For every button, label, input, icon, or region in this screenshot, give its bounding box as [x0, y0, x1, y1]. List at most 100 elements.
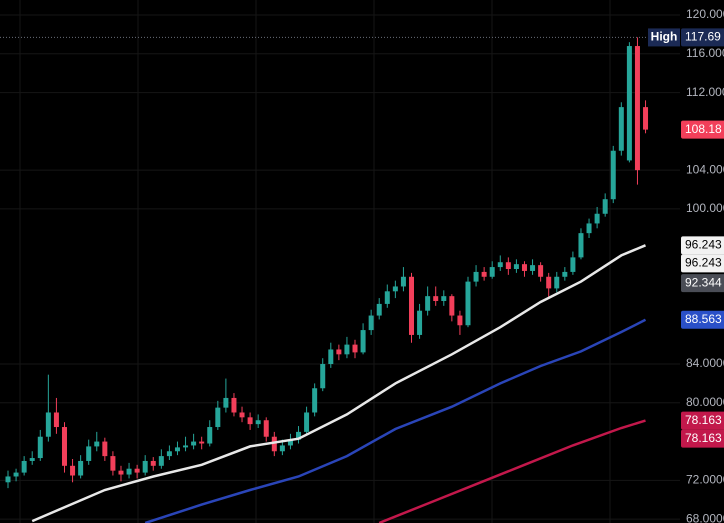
candle-body [643, 107, 649, 130]
candle-body [78, 460, 84, 476]
candle-body [562, 271, 568, 277]
candle-body [215, 407, 221, 428]
candle-body [376, 303, 382, 316]
candle-body [110, 456, 116, 471]
candle-body [29, 458, 35, 461]
candle-body [433, 296, 439, 302]
candle-body [271, 436, 277, 452]
candle-body [86, 446, 92, 461]
candle-body [602, 199, 608, 214]
candle-body [312, 388, 318, 413]
candle-body [497, 262, 503, 268]
candle-body [13, 472, 19, 477]
candle-body [61, 427, 67, 466]
candle-body [521, 264, 527, 271]
price-tag-label: 96.243 [685, 256, 722, 270]
y-tick-label: 72.0000 [686, 473, 724, 487]
y-tick-label: 80.0000 [686, 395, 724, 409]
price-tag-label: 108.18 [685, 122, 722, 136]
candle-body [425, 296, 431, 311]
candle-body [546, 276, 552, 289]
candle-body [134, 468, 140, 473]
price-tag [681, 274, 724, 293]
price-tag-label: 78.163 [685, 431, 722, 445]
candle-body [118, 470, 124, 475]
y-tick-label: 116.000 [686, 46, 724, 60]
price-tag [681, 411, 724, 430]
candle-body [304, 412, 310, 432]
candle-body [384, 291, 390, 304]
candle-body [336, 349, 342, 355]
candle-body [578, 233, 584, 258]
high-label: High [651, 30, 678, 44]
price-tag-label: 117.69 [685, 30, 721, 44]
candle-body [207, 427, 213, 444]
price-tag [681, 310, 724, 329]
candle-body [368, 315, 374, 331]
candle-body [610, 150, 616, 200]
price-tag-label: 92.344 [685, 275, 722, 289]
high-label-box [648, 28, 680, 47]
price-tag [681, 120, 724, 139]
candle-body [45, 412, 51, 437]
y-tick-label: 120.000 [686, 7, 724, 21]
candle-body [352, 344, 358, 353]
candle-body [21, 460, 27, 473]
moving-average-line [31, 244, 646, 523]
y-tick-label: 112.000 [686, 85, 724, 99]
candle-body [626, 46, 632, 161]
price-tag [681, 28, 724, 47]
candle-body [586, 223, 592, 234]
y-tick-label: 68.0000 [686, 511, 724, 523]
candle-body [481, 271, 487, 277]
price-tag-label: 88.563 [685, 312, 722, 326]
candle-body [70, 465, 76, 476]
candle-body [457, 315, 463, 326]
y-tick-label: 84.0000 [686, 356, 724, 370]
candle-body [287, 439, 293, 446]
price-tag-label: 96.243 [685, 238, 722, 252]
candle-body [166, 451, 172, 457]
candle-body [328, 349, 334, 365]
candle-body [409, 276, 414, 335]
candle-body [634, 46, 640, 171]
candle-body [223, 397, 229, 408]
y-tick-label: 104.000 [686, 162, 724, 176]
candle-body [618, 107, 624, 151]
candle-body [360, 330, 366, 353]
candle-body [150, 460, 156, 466]
candle-body [37, 436, 43, 459]
candle-body [449, 296, 455, 316]
candle-body [344, 344, 350, 355]
candle-body [191, 441, 197, 446]
candle-body [530, 265, 536, 271]
candle-body [231, 397, 237, 413]
price-tag [681, 236, 724, 255]
price-tag [681, 254, 724, 273]
candle-body [263, 420, 269, 437]
candle-body [570, 257, 576, 272]
y-tick-label: 100.000 [686, 201, 724, 215]
candle-body [296, 431, 302, 440]
candle-body [158, 456, 164, 466]
candle-body [441, 296, 447, 302]
candle-body [400, 276, 406, 287]
candle-body [94, 441, 100, 447]
candle-body [417, 310, 423, 335]
candle-body [174, 447, 180, 452]
candle-body [183, 445, 189, 448]
candle-body [142, 460, 148, 473]
candle-body [5, 476, 11, 483]
candle-body [255, 420, 261, 425]
candle-body [53, 412, 59, 428]
candle-body [392, 286, 398, 292]
candle-body [102, 441, 108, 457]
candle-body [247, 417, 253, 425]
candle-body [538, 265, 544, 277]
candle-body [465, 281, 471, 326]
candle-body [505, 262, 511, 270]
candle-body [594, 213, 600, 224]
candle-body [489, 267, 495, 277]
